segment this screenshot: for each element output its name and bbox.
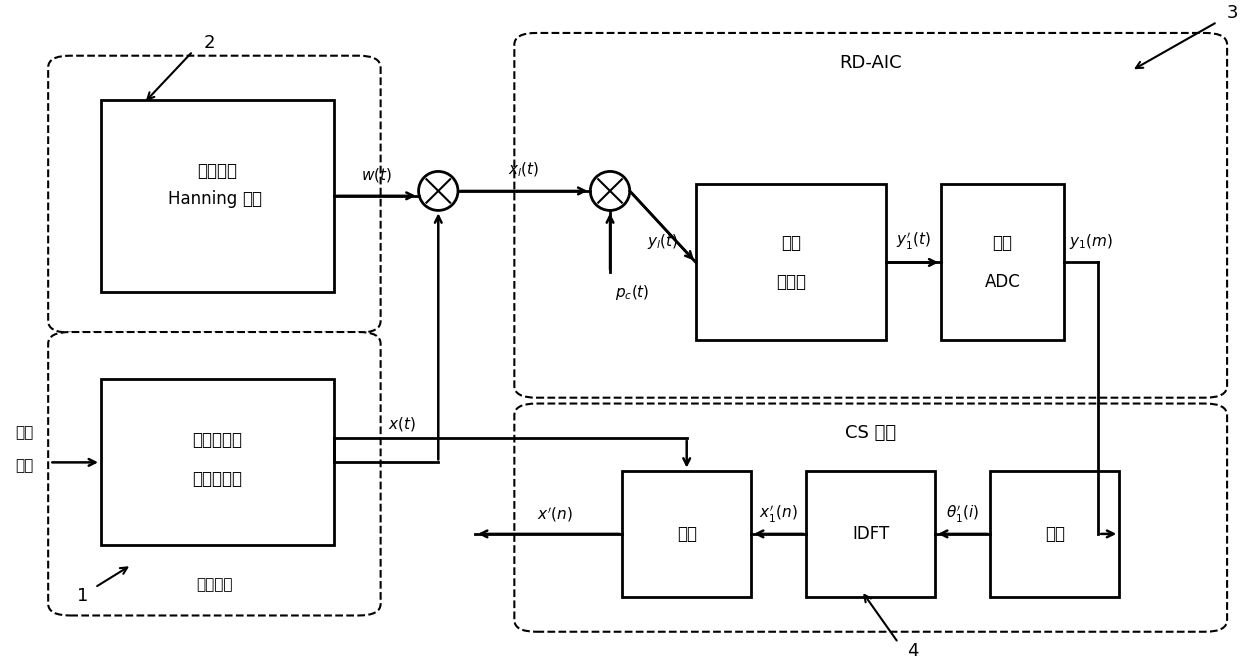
Text: 电流互感器: 电流互感器 <box>192 469 243 487</box>
Text: 3: 3 <box>1226 5 1238 23</box>
Text: $x_1'(n)$: $x_1'(n)$ <box>759 504 799 525</box>
Bar <box>622 471 751 598</box>
Text: 1: 1 <box>77 587 88 605</box>
Text: Hanning: Hanning <box>167 190 243 208</box>
Text: 传感电路: 传感电路 <box>196 577 233 592</box>
Bar <box>100 380 334 545</box>
Text: $y_1(m)$: $y_1(m)$ <box>1069 232 1112 251</box>
Text: 电压互感器: 电压互感器 <box>192 431 243 449</box>
Text: $x_l(t)$: $x_l(t)$ <box>508 161 539 179</box>
Text: 信号: 信号 <box>16 458 33 473</box>
Text: 修正: 修正 <box>677 525 697 543</box>
Text: 滤波器: 滤波器 <box>776 273 806 291</box>
Text: $w(t)$: $w(t)$ <box>361 166 392 184</box>
Bar <box>806 471 935 598</box>
FancyBboxPatch shape <box>515 404 1228 631</box>
Text: 重构: 重构 <box>1045 525 1065 543</box>
Text: $x(t)$: $x(t)$ <box>388 415 415 433</box>
Text: CS 重构: CS 重构 <box>846 424 897 442</box>
Text: IDFT: IDFT <box>852 525 889 543</box>
Text: $y_l(t)$: $y_l(t)$ <box>647 232 678 251</box>
Text: 电网: 电网 <box>16 426 33 441</box>
Text: $\theta_1'(i)$: $\theta_1'(i)$ <box>946 504 980 525</box>
Bar <box>696 185 887 341</box>
FancyBboxPatch shape <box>515 33 1228 398</box>
FancyBboxPatch shape <box>48 332 381 616</box>
Bar <box>991 471 1120 598</box>
Text: 低通: 低通 <box>781 234 801 252</box>
Text: $y_1'(t)$: $y_1'(t)$ <box>897 231 931 252</box>
Text: ADC: ADC <box>985 273 1021 291</box>
Text: 生成连续: 生成连续 <box>197 162 238 180</box>
Text: 信号: 信号 <box>242 190 262 208</box>
FancyBboxPatch shape <box>48 56 381 333</box>
Text: 2: 2 <box>203 34 215 52</box>
Bar <box>941 185 1064 341</box>
Text: $p_c(t)$: $p_c(t)$ <box>615 283 650 301</box>
Bar <box>100 100 334 291</box>
Text: RD-AIC: RD-AIC <box>839 54 901 72</box>
Text: $x'(n)$: $x'(n)$ <box>537 505 573 524</box>
Text: 4: 4 <box>908 642 919 660</box>
Text: 低速: 低速 <box>992 234 1013 252</box>
